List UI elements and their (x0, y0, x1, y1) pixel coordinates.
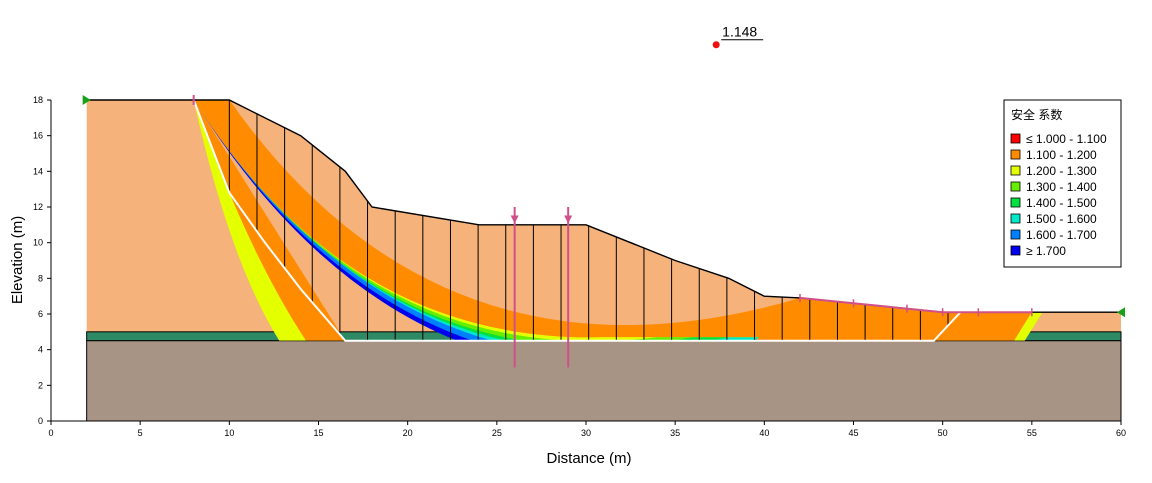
y-tick-label: 12 (33, 202, 43, 212)
ground-surface (86, 99, 1121, 314)
legend-swatch-2 (1010, 149, 1021, 160)
x-tick-label: 60 (1116, 428, 1126, 438)
slice-lines (192, 99, 962, 342)
x-tick-label: 25 (492, 428, 502, 438)
x-tick-label: 5 (138, 428, 143, 438)
x-tick-label: 40 (759, 428, 769, 438)
y-tick-label: 10 (33, 238, 43, 248)
x-axis-title: Distance (m) (546, 450, 631, 467)
y-axis-title: Elevation (m) (9, 216, 26, 304)
legend-entry-3: 1.200 - 1.300 (1026, 164, 1097, 178)
legend-swatch-1 (1010, 133, 1021, 144)
y-tick-label: 4 (38, 345, 43, 355)
critical-fos-label: 1.148 (722, 24, 757, 40)
x-tick-label: 50 (938, 428, 948, 438)
legend-swatch-7 (1010, 229, 1021, 240)
legend-entry-7: 1.600 - 1.700 (1026, 228, 1097, 242)
x-tick-label: 35 (670, 428, 680, 438)
y-tick-label: 14 (33, 166, 43, 176)
x-tick-label: 20 (403, 428, 413, 438)
y-tick-label: 16 (33, 131, 43, 141)
support-arrow-2 (564, 215, 573, 224)
x-tick-label: 45 (848, 428, 858, 438)
legend-entry-5: 1.400 - 1.500 (1026, 196, 1097, 210)
markers (82, 95, 1125, 368)
y-tick-label: 8 (38, 273, 43, 283)
y-tick-label: 18 (33, 95, 43, 105)
x-tick-label: 0 (48, 428, 53, 438)
fos-toe-orange (755, 297, 1032, 341)
x-tick-label: 55 (1027, 428, 1037, 438)
critical-center-dot (712, 41, 720, 49)
legend-swatch-3 (1010, 165, 1021, 176)
x-tick-label: 10 (224, 428, 234, 438)
x-tick-label: 15 (313, 428, 323, 438)
y-tick-label: 0 (38, 416, 43, 426)
legend-swatch-4 (1010, 181, 1021, 192)
support-arrow-1 (510, 215, 519, 224)
fos-toe-yellow (1014, 312, 1043, 341)
legend-entry-8: ≥ 1.700 (1026, 244, 1066, 258)
critical-slip-surface (192, 99, 962, 342)
legend-entry-2: 1.100 - 1.200 (1026, 148, 1097, 162)
fos-left-orange (193, 100, 346, 341)
legend-swatch-8 (1010, 245, 1021, 256)
legend-box (1003, 99, 1122, 268)
legend-entry-1: ≤ 1.000 - 1.100 (1026, 132, 1107, 146)
x-tick-label: 30 (581, 428, 591, 438)
axes: 0 5 10 15 20 25 30 35 40 45 50 55 60 0 2 4 6 8 10 12 14 16 18 (33, 95, 1126, 438)
y-tick-label: 6 (38, 309, 43, 319)
legend-swatch-5 (1010, 197, 1021, 208)
fos-contours (193, 100, 1043, 341)
left-boundary-marker (82, 95, 91, 105)
y-tick-label: 2 (38, 380, 43, 390)
soil-layer-bedrock (86, 340, 1122, 422)
legend-title: 安全 系数 (1011, 107, 1062, 122)
legend-entry-4: 1.300 - 1.400 (1026, 180, 1097, 194)
fos-center: 1.148 (712, 24, 764, 49)
legend: 安全 系数 ≤ 1.000 - 1.100 1.100 - 1.200 1.200 … (1003, 99, 1122, 268)
legend-entry-6: 1.500 - 1.600 (1026, 212, 1097, 226)
right-boundary-marker (1117, 307, 1125, 318)
legend-swatch-6 (1010, 213, 1021, 224)
exit-range-line (799, 296, 1032, 314)
